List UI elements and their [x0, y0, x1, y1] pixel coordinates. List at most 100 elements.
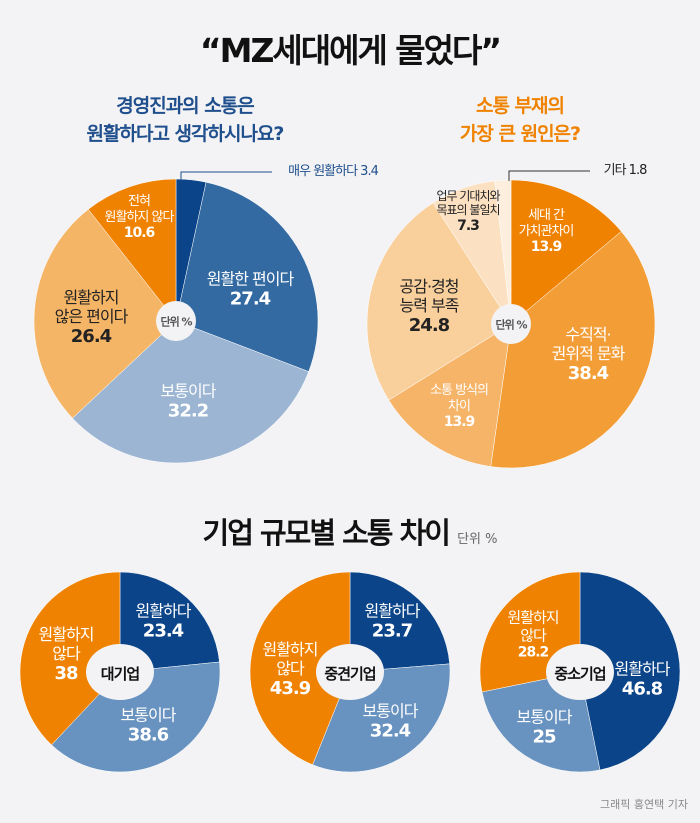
pie-slice: [510, 179, 622, 325]
label-other: 기타 1.8: [603, 163, 648, 179]
label-normal: 보통이다 38.6: [120, 705, 177, 747]
label-text: 세대 간: [527, 208, 565, 224]
label-smooth: 원활하다 23.7: [364, 601, 421, 643]
unit-label: 단위 %: [495, 318, 527, 332]
label-expectation: 업무 기대치와 목표의 불일치 7.3: [436, 189, 500, 235]
label-text: 소통 방식의: [430, 383, 489, 399]
label-generation: 세대 간 가치관차이 13.9: [518, 208, 575, 256]
label-value: 23.4: [142, 620, 184, 642]
pie-slice: [19, 571, 121, 746]
label-normal: 보통이다 25: [516, 707, 573, 749]
label-value: 32.2: [167, 400, 209, 422]
label-value: 28.2: [517, 644, 550, 661]
callout-line: [180, 171, 272, 181]
pie-4: [249, 571, 451, 773]
pie-2: [366, 179, 656, 469]
pie-slice: [349, 571, 450, 673]
center-label: 중견기업: [324, 665, 376, 683]
credit: 그래픽 홍연택 기자: [600, 798, 688, 811]
pie-slice: [119, 571, 220, 673]
pie-5: [479, 571, 681, 773]
label-smooth: 원활한 편이다 27.4: [207, 270, 294, 311]
pie-slice: [579, 571, 681, 771]
label-text: 원활하지 않다: [104, 209, 175, 225]
label-text: 원활하지: [507, 608, 559, 627]
main-title: “MZ세대에게 물었다”: [199, 31, 502, 70]
label-text: 공감·경청: [399, 277, 460, 297]
center-label: 대기업: [100, 665, 140, 683]
section-title-text: 기업 규모별 소통 차이: [202, 516, 451, 550]
label-text: 않다: [52, 644, 80, 664]
label-smooth: 원활하다 46.8: [614, 659, 671, 701]
label-not-smooth: 원활하지 않다 43.9: [262, 640, 319, 700]
label-value: 38.6: [127, 724, 169, 746]
label-value: 38.4: [567, 363, 609, 385]
label-value: 13.9: [443, 414, 476, 431]
label-text: 보통이다: [362, 701, 419, 721]
label-text: 가치관차이: [518, 223, 575, 239]
label-text: 업무 기대치와: [436, 189, 500, 204]
section-unit: 단위 %: [457, 532, 498, 547]
pie2-title-line: 가장 큰 원인은?: [459, 123, 581, 145]
label-value: 46.8: [621, 678, 663, 700]
label-empathy: 공감·경청 능력 부족 24.8: [399, 277, 460, 337]
label-value: 26.4: [70, 326, 112, 348]
pie-slice: [366, 202, 512, 401]
label-text: 않다: [520, 626, 547, 645]
label-text: 보통이다: [160, 381, 217, 401]
pie-3: [19, 571, 221, 773]
pie1-title-line: 원활하다고 생각하시나요?: [86, 123, 285, 145]
label-text: 않다: [276, 659, 304, 679]
callout-line: [508, 170, 590, 181]
label-normal: 보통이다 32.2: [160, 381, 217, 423]
label-text: 않은 편이다: [54, 307, 129, 327]
label-text: 보통이다: [120, 705, 177, 725]
pie-slice: [33, 208, 177, 419]
pie-center-hole: [86, 644, 154, 700]
label-text: 원활하다: [614, 659, 671, 679]
pie1-title-line: 경영진과의 소통은: [116, 95, 254, 117]
pie-center-hole: [491, 304, 531, 344]
label-communication-method: 소통 방식의 차이 13.9: [430, 383, 489, 431]
center-label: 중소기업: [554, 665, 606, 683]
label-text: 원활하지: [63, 288, 120, 308]
pie-slice: [51, 661, 221, 773]
label-value: 13.9: [530, 239, 563, 256]
label-text: 차이: [448, 398, 471, 414]
pie-1: [33, 178, 319, 464]
label-value: 10.6: [123, 225, 156, 242]
unit-label: 단위 %: [160, 315, 192, 329]
label-not-smooth: 원활하지 않다 38: [38, 625, 95, 685]
pie2-title-line: 소통 부재의: [475, 95, 565, 117]
label-text: 원활하지: [38, 625, 95, 645]
label-value: 23.7: [371, 620, 413, 642]
pie-slice: [87, 178, 177, 322]
pie-slice: [175, 181, 319, 372]
label-value: 43.9: [269, 678, 311, 700]
pie-center-hole: [156, 301, 196, 341]
label-not-at-all: 전혀 원활하지 않다 10.6: [104, 194, 175, 242]
label-value: 25: [532, 726, 556, 748]
pie-center-hole: [546, 644, 614, 700]
label-text: 보통이다: [516, 707, 573, 727]
label-very-smooth: 매우 원활하다 3.4: [288, 164, 379, 180]
label-text: 원활하지: [262, 640, 319, 660]
label-text: 전혀: [128, 194, 151, 210]
label-value: 38: [54, 663, 78, 685]
label-not-smooth: 원활하지 않다 28.2: [507, 608, 559, 662]
label-value: 32.4: [369, 720, 411, 742]
section-title: 기업 규모별 소통 차이 단위 %: [0, 510, 700, 552]
label-vertical-culture: 수직적· 권위적 문화 38.4: [552, 325, 626, 385]
label-not-smooth: 원활하지 않은 편이다 26.4: [54, 288, 129, 348]
pie-slice: [72, 320, 309, 464]
pie-center-hole: [316, 644, 384, 700]
label-value: 7.3: [457, 217, 480, 234]
pie-slice: [490, 231, 656, 469]
label-normal: 보통이다 32.4: [362, 701, 419, 743]
label-value: 27.4: [229, 288, 271, 310]
label-text: 원활하다: [364, 601, 421, 621]
pie-slice: [494, 179, 512, 325]
